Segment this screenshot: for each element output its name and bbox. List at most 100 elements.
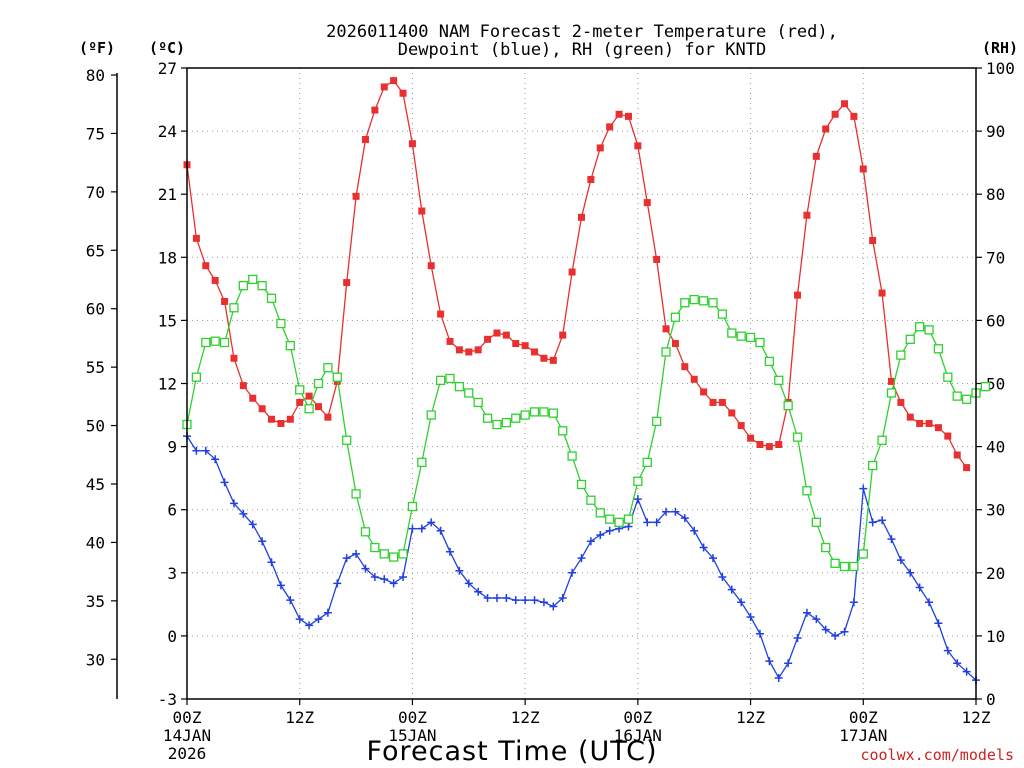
data-point [304,404,314,414]
data-point [220,478,229,487]
data-point [653,255,661,263]
data-point [493,329,501,337]
data-point [352,549,361,558]
data-point [689,294,699,305]
rh-tick-label: 30 [986,501,1005,520]
data-point [953,659,962,668]
data-point [351,489,361,499]
data-point [709,554,717,563]
data-point [521,342,529,350]
fahrenheit-tick-label: 60 [86,300,105,319]
rh-tick-label: 60 [986,311,1005,330]
data-point [191,372,202,382]
data-point [539,407,549,417]
celsius-tick-label: 9 [167,438,177,457]
data-point [952,391,962,401]
data-point [436,526,445,535]
data-point [690,526,699,535]
data-point [324,413,332,421]
data-point [624,522,633,531]
data-point [708,298,718,308]
data-point [408,140,416,148]
fahrenheit-tick-label: 35 [86,592,105,611]
data-point [633,476,643,486]
data-point [315,403,322,411]
data-point [933,344,944,354]
data-point [296,398,304,406]
data-point [529,407,540,417]
data-point [427,518,436,527]
data-point [492,594,501,603]
data-point [821,542,831,553]
data-point [812,615,821,624]
data-point [258,405,266,413]
data-point [380,83,388,91]
data-point [858,549,868,559]
data-point [727,328,737,338]
data-point [774,375,784,385]
series-line-2 [186,278,986,568]
data-point [399,573,408,582]
plot-frame [186,67,977,700]
data-point [765,657,774,666]
data-point [492,419,502,430]
data-point [671,340,679,348]
data-point [794,291,802,299]
data-point [305,392,313,400]
data-point [474,346,482,354]
data-point [342,554,351,563]
data-point [643,518,652,527]
data-point [210,336,220,346]
rh-tick-label: 40 [986,438,1005,457]
data-point [371,106,379,114]
data-point [869,236,877,244]
data-point [680,514,689,523]
data-point [831,631,840,640]
rh-tick-label: 80 [986,185,1005,204]
data-point [221,297,229,305]
data-point [285,340,295,351]
data-point [651,416,662,427]
data-point [455,566,464,575]
data-point [239,509,248,518]
fahrenheit-tick-label: 70 [86,183,105,202]
data-point [652,518,661,527]
fahrenheit-axis: 30 35 40 45 50 55 60 65 70 75 80 [86,66,118,699]
data-point [690,375,698,383]
series-2 [182,274,991,572]
data-point [934,424,942,432]
data-point [549,602,558,611]
rh-tick-label: 10 [986,627,1005,646]
data-point [700,388,708,396]
data-point [482,413,493,423]
data-point [418,207,426,215]
data-point [295,385,305,395]
data-point [680,298,690,308]
data-point [249,394,257,402]
data-point [925,419,933,427]
data-point [784,659,793,668]
data-point [437,310,445,318]
data-point [745,332,756,343]
data-point [540,354,548,362]
rh-tick-label: 70 [986,248,1005,267]
data-point [211,276,219,284]
data-point [727,585,736,594]
data-point [512,340,520,348]
fahrenheit-tick-label: 80 [86,66,105,85]
data-point [963,464,971,472]
data-point [718,398,726,406]
data-point [567,451,577,461]
data-point [248,520,257,529]
data-point [896,350,906,360]
data-point [577,554,586,563]
data-point [605,526,614,535]
x-tick-label: 00Z [623,708,652,727]
data-point [878,289,886,297]
data-point [624,112,632,120]
data-point [549,356,557,364]
data-point [276,318,286,329]
data-point [897,398,905,406]
celsius-tick-label: 15 [158,311,177,330]
